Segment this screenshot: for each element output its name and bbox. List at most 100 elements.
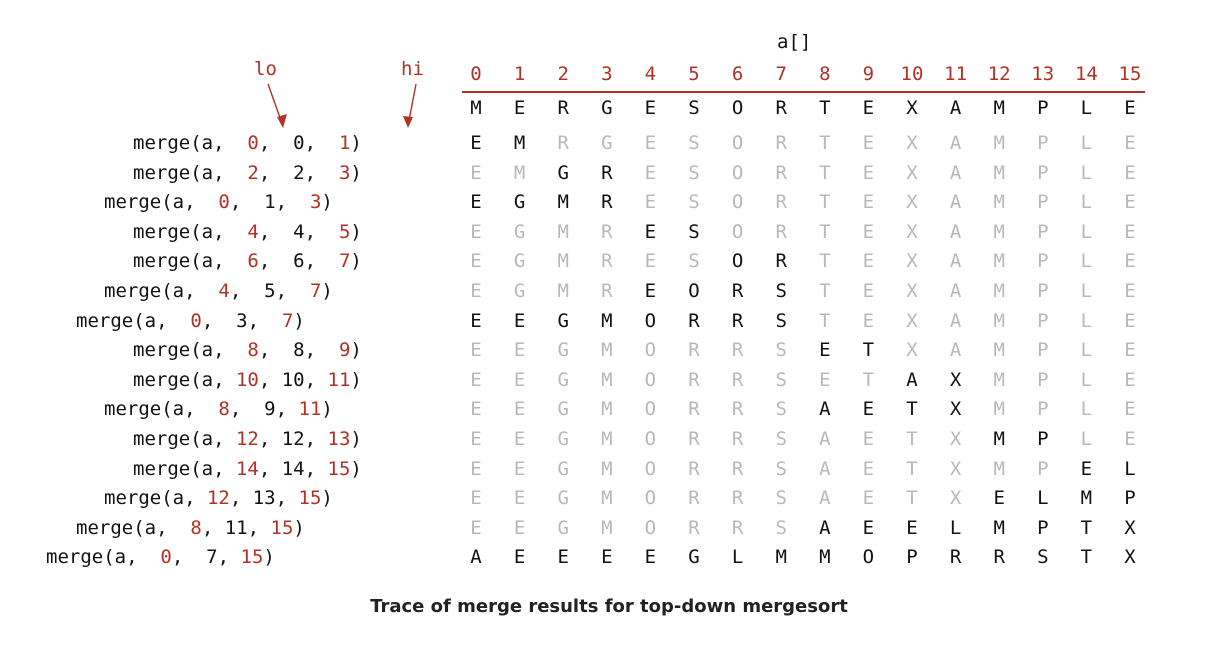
merge-mid: 3 xyxy=(224,309,248,332)
array-cell: M xyxy=(993,97,1005,119)
array-cell-inactive: M xyxy=(601,398,613,421)
array-cell-inactive: E xyxy=(513,516,526,539)
array-cell-active: L xyxy=(731,546,744,569)
array-cell-inactive: O xyxy=(731,161,744,184)
array-cell-inactive: E xyxy=(470,516,482,539)
merge-mid: 5 xyxy=(252,280,276,302)
array-cell-inactive: E xyxy=(862,280,875,302)
array-cell-inactive: E xyxy=(1124,280,1136,302)
array-cell-inactive: M xyxy=(601,428,613,450)
array-cell-inactive: R xyxy=(731,368,744,391)
index-label: 14 xyxy=(1074,63,1098,85)
array-cell-active: X xyxy=(1124,516,1136,539)
array-cell-inactive: A xyxy=(949,191,962,214)
array-cell-inactive: S xyxy=(688,161,700,184)
merge-call-text: , xyxy=(171,546,195,569)
array-cell-inactive: E xyxy=(862,191,875,214)
array-cell-inactive: S xyxy=(775,516,787,539)
array-cell: T xyxy=(819,97,831,119)
array-cell-inactive: X xyxy=(906,339,918,362)
merge-lo: 6 xyxy=(235,250,259,273)
array-cell-inactive: M xyxy=(513,161,526,184)
lo-label: lo xyxy=(254,58,277,80)
index-label: 3 xyxy=(601,63,613,85)
array-cell-active: P xyxy=(906,546,918,569)
index-label: 5 xyxy=(688,63,700,85)
array-cell-inactive: A xyxy=(949,132,962,154)
array-cell-inactive: P xyxy=(1037,368,1049,391)
array-cell-active: G xyxy=(688,546,700,569)
array-cell-inactive: A xyxy=(819,428,831,450)
merge-call-text: merge(a, xyxy=(76,309,179,332)
array-cell-inactive: E xyxy=(644,132,657,154)
array-cell-active: E xyxy=(644,280,657,302)
array-cell-inactive: E xyxy=(862,250,875,273)
merge-call: merge(a, 4, 4, 5) xyxy=(133,220,362,244)
array-cell-inactive: O xyxy=(644,339,657,362)
array-cell-inactive: R xyxy=(775,132,787,154)
merge-call: merge(a, 0, 3, 7) xyxy=(76,309,305,333)
merge-hi: 7 xyxy=(298,280,322,302)
array-cell-active: E xyxy=(906,516,918,539)
merge-call-text: merge(a, xyxy=(133,339,236,362)
array-cell-inactive: G xyxy=(557,457,569,480)
hi-label: hi xyxy=(401,58,424,80)
array-cell-active: S xyxy=(688,220,700,243)
array-cell-inactive: E xyxy=(470,428,482,450)
merge-call-text: ) xyxy=(350,132,362,154)
merge-call-text: ) xyxy=(293,309,305,332)
array-cell-inactive: P xyxy=(1037,191,1049,214)
array-cell: G xyxy=(601,97,613,119)
array-cell-inactive: X xyxy=(906,280,918,302)
index-label: 7 xyxy=(775,63,787,85)
merge-lo: 12 xyxy=(206,487,230,510)
merge-call-text: , xyxy=(258,457,282,480)
merge-call-text: , xyxy=(275,398,299,421)
array-cell-active: E xyxy=(993,487,1005,510)
array-cell-inactive: E xyxy=(1124,309,1136,332)
array-cell-inactive: E xyxy=(862,220,875,243)
array-cell-inactive: E xyxy=(862,161,875,184)
merge-call-text: merge(a, xyxy=(104,191,207,214)
merge-lo: 8 xyxy=(235,339,259,362)
merge-call: merge(a, 6, 6, 7) xyxy=(133,249,362,273)
array-cell-active: T xyxy=(1080,546,1093,569)
array-cell-inactive: L xyxy=(1080,368,1093,391)
array-cell-inactive: P xyxy=(1037,280,1049,302)
array-cell-active: S xyxy=(1037,546,1049,569)
array-cell-active: R xyxy=(601,161,613,184)
merge-call-text: merge(a, xyxy=(133,132,236,154)
array-cell-active: M xyxy=(775,546,787,569)
array-cell-inactive: A xyxy=(949,309,962,332)
merge-hi: 15 xyxy=(240,546,264,569)
array-cell-inactive: R xyxy=(688,487,700,510)
array-cell-inactive: M xyxy=(557,220,569,243)
array-cell-active: E xyxy=(819,339,831,362)
merge-lo: 12 xyxy=(235,428,259,450)
array-cell-inactive: E xyxy=(470,161,482,184)
array-cell-active: T xyxy=(906,398,918,421)
merge-call-text: merge(a, xyxy=(46,546,149,569)
merge-mid: 4 xyxy=(281,220,305,243)
array-cell-inactive: R xyxy=(731,516,744,539)
array-cell-inactive: M xyxy=(993,368,1005,391)
merge-call-text: , xyxy=(304,132,328,154)
array-cell-active: G xyxy=(513,191,526,214)
array-cell-inactive: P xyxy=(1037,457,1049,480)
array-cell-inactive: E xyxy=(1124,220,1136,243)
merge-call-text: , xyxy=(304,368,328,391)
array-cell-inactive: A xyxy=(949,280,962,302)
array-cell-inactive: T xyxy=(819,250,831,273)
array-cell-active: E xyxy=(862,398,875,421)
merge-call-text: merge(a, xyxy=(133,161,236,184)
merge-call-text: ) xyxy=(321,191,333,214)
merge-call-text: , xyxy=(229,398,253,421)
array-cell-inactive: T xyxy=(819,280,831,302)
merge-lo: 2 xyxy=(235,161,259,184)
array-cell-inactive: E xyxy=(470,339,482,362)
array-cell-inactive: E xyxy=(644,250,657,273)
merge-call: merge(a, 14, 14, 15) xyxy=(133,457,362,481)
array-cell-active: S xyxy=(775,309,787,332)
